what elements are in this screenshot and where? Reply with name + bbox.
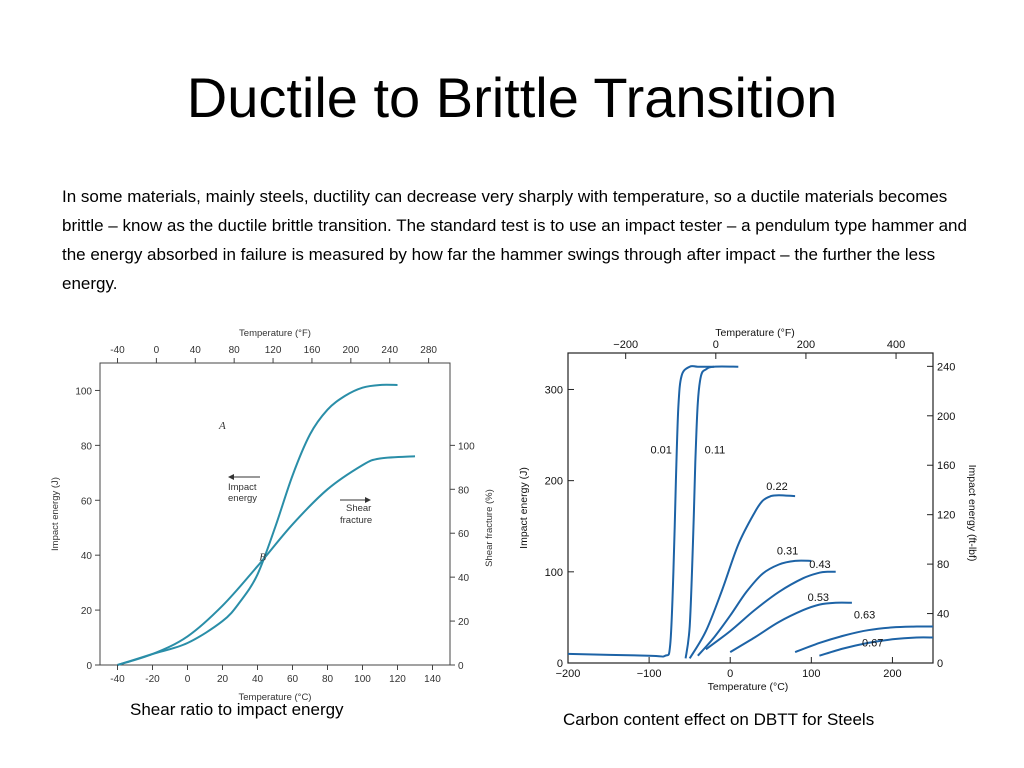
y2-tick-label: 120 <box>937 510 955 522</box>
left-axis-title: Impact energy (J) <box>50 477 61 551</box>
y-tick-label: 40 <box>81 551 93 562</box>
curve-label: 0.31 <box>777 546 798 558</box>
y2-tick-label: 0 <box>937 658 943 670</box>
curve-carbon-0-01 <box>567 365 714 658</box>
y2-tick-label: 60 <box>458 529 470 540</box>
x-tick-label: 100 <box>802 668 820 680</box>
x2-tick-label: −200 <box>613 339 638 351</box>
curve-carbon-0-53 <box>729 601 852 653</box>
x-tick-label: −200 <box>556 668 581 680</box>
x-tick-label: -40 <box>110 674 125 685</box>
curve-label: 0.01 <box>650 444 671 456</box>
curve-label: 0.53 <box>808 592 829 604</box>
left-axis-title: Impact energy (J) <box>518 467 530 549</box>
y2-tick-label: 0 <box>458 661 464 672</box>
x-tick-label: 200 <box>883 668 901 680</box>
x-tick-label: 20 <box>217 674 229 685</box>
y-tick-label: 100 <box>75 386 92 397</box>
shear-fracture-arrowhead <box>365 497 371 503</box>
y2-tick-label: 160 <box>937 460 955 472</box>
y-tick-label: 80 <box>81 441 93 452</box>
curve-b <box>117 455 416 666</box>
y-tick-label: 0 <box>557 658 563 670</box>
shear-fracture-annotation-line1: Shear <box>346 503 371 514</box>
curve-carbon-0-43 <box>705 570 836 651</box>
x2-tick-label: 400 <box>887 339 905 351</box>
x2-tick-label: 0 <box>713 339 719 351</box>
impact-energy-annotation-line1: Impact <box>228 482 257 493</box>
curve-label: 0.43 <box>809 559 830 571</box>
y-tick-label: 100 <box>545 567 563 579</box>
x-tick-label: 60 <box>287 674 299 685</box>
curve-a <box>117 383 398 666</box>
slide-title: Ductile to Brittle Transition <box>186 66 838 129</box>
bottom-axis-title: Temperature (°C) <box>239 692 312 703</box>
x-tick-label: 100 <box>354 674 371 685</box>
curve-carbon-0-31 <box>697 559 812 657</box>
curve-label: 0.11 <box>705 444 726 456</box>
x2-tick-label: 80 <box>229 345 241 356</box>
x2-tick-label: 240 <box>381 345 398 356</box>
shear-ratio-chart: -40 -20 0 20 40 60 80 100 120 140 -40 0 40 80 120 160 20… <box>50 328 495 703</box>
top-axis-title: Temperature (°F) <box>715 327 794 339</box>
y2-tick-label: 100 <box>458 441 475 452</box>
x-tick-label: −100 <box>637 668 662 680</box>
x-tick-label: 140 <box>424 674 441 685</box>
x-tick-label: 120 <box>389 674 406 685</box>
curve-label: 0.67 <box>862 638 883 650</box>
x2-tick-label: 280 <box>420 345 437 356</box>
y2-tick-label: 200 <box>937 411 955 423</box>
x2-tick-label: 120 <box>265 345 282 356</box>
curve-label: 0.63 <box>854 609 875 621</box>
curve-a-label: A <box>218 420 226 432</box>
chart-frame <box>99 362 451 666</box>
y2-tick-label: 40 <box>458 573 470 584</box>
top-axis-title: Temperature (°F) <box>239 328 311 339</box>
impact-energy-arrowhead <box>228 474 234 480</box>
x2-tick-label: 200 <box>342 345 359 356</box>
left-chart-caption: Shear ratio to impact energy <box>130 700 344 719</box>
y2-tick-label: 20 <box>458 617 470 628</box>
slide-body-text: In some materials, mainly steels, ductil… <box>62 187 967 293</box>
curve-carbon-0-11 <box>684 365 739 659</box>
y2-tick-label: 240 <box>937 361 955 373</box>
y2-tick-label: 80 <box>937 559 949 571</box>
right-axis-title: Shear fracture (%) <box>484 489 495 567</box>
right-chart-caption: Carbon content effect on DBTT for Steels <box>563 710 875 729</box>
curve-carbon-0-67 <box>819 636 934 657</box>
y-tick-label: 20 <box>81 606 93 617</box>
y-tick-label: 300 <box>545 384 563 396</box>
y-tick-label: 0 <box>86 661 92 672</box>
x-tick-label: -20 <box>145 674 160 685</box>
y-tick-label: 60 <box>81 496 93 507</box>
chart-frame <box>567 352 934 664</box>
shear-fracture-annotation-line2: fracture <box>340 515 372 526</box>
x2-tick-label: -40 <box>110 345 125 356</box>
curve-label: 0.22 <box>766 481 787 493</box>
x-tick-label: 0 <box>185 674 191 685</box>
impact-energy-annotation-line2: energy <box>228 493 257 504</box>
bottom-axis-title: Temperature (°C) <box>708 681 789 693</box>
x-tick-label: 40 <box>252 674 264 685</box>
y2-tick-label: 40 <box>937 609 949 621</box>
right-axis-title: Impact energy (ft-lbf) <box>966 465 978 562</box>
y-tick-label: 200 <box>545 476 563 488</box>
x2-tick-label: 40 <box>190 345 202 356</box>
x-tick-label: 0 <box>727 668 733 680</box>
carbon-content-chart: −200 −100 0 100 200−200 0 200 40001002003000408… <box>518 327 978 693</box>
curve-carbon-0-22 <box>688 494 796 659</box>
x2-tick-label: 200 <box>797 339 815 351</box>
curve-b-label: B <box>259 552 266 564</box>
x2-tick-label: 160 <box>304 345 321 356</box>
y2-tick-label: 80 <box>458 485 470 496</box>
x2-tick-label: 0 <box>154 345 160 356</box>
curve-carbon-0-63 <box>794 625 934 654</box>
x-tick-label: 80 <box>322 674 334 685</box>
